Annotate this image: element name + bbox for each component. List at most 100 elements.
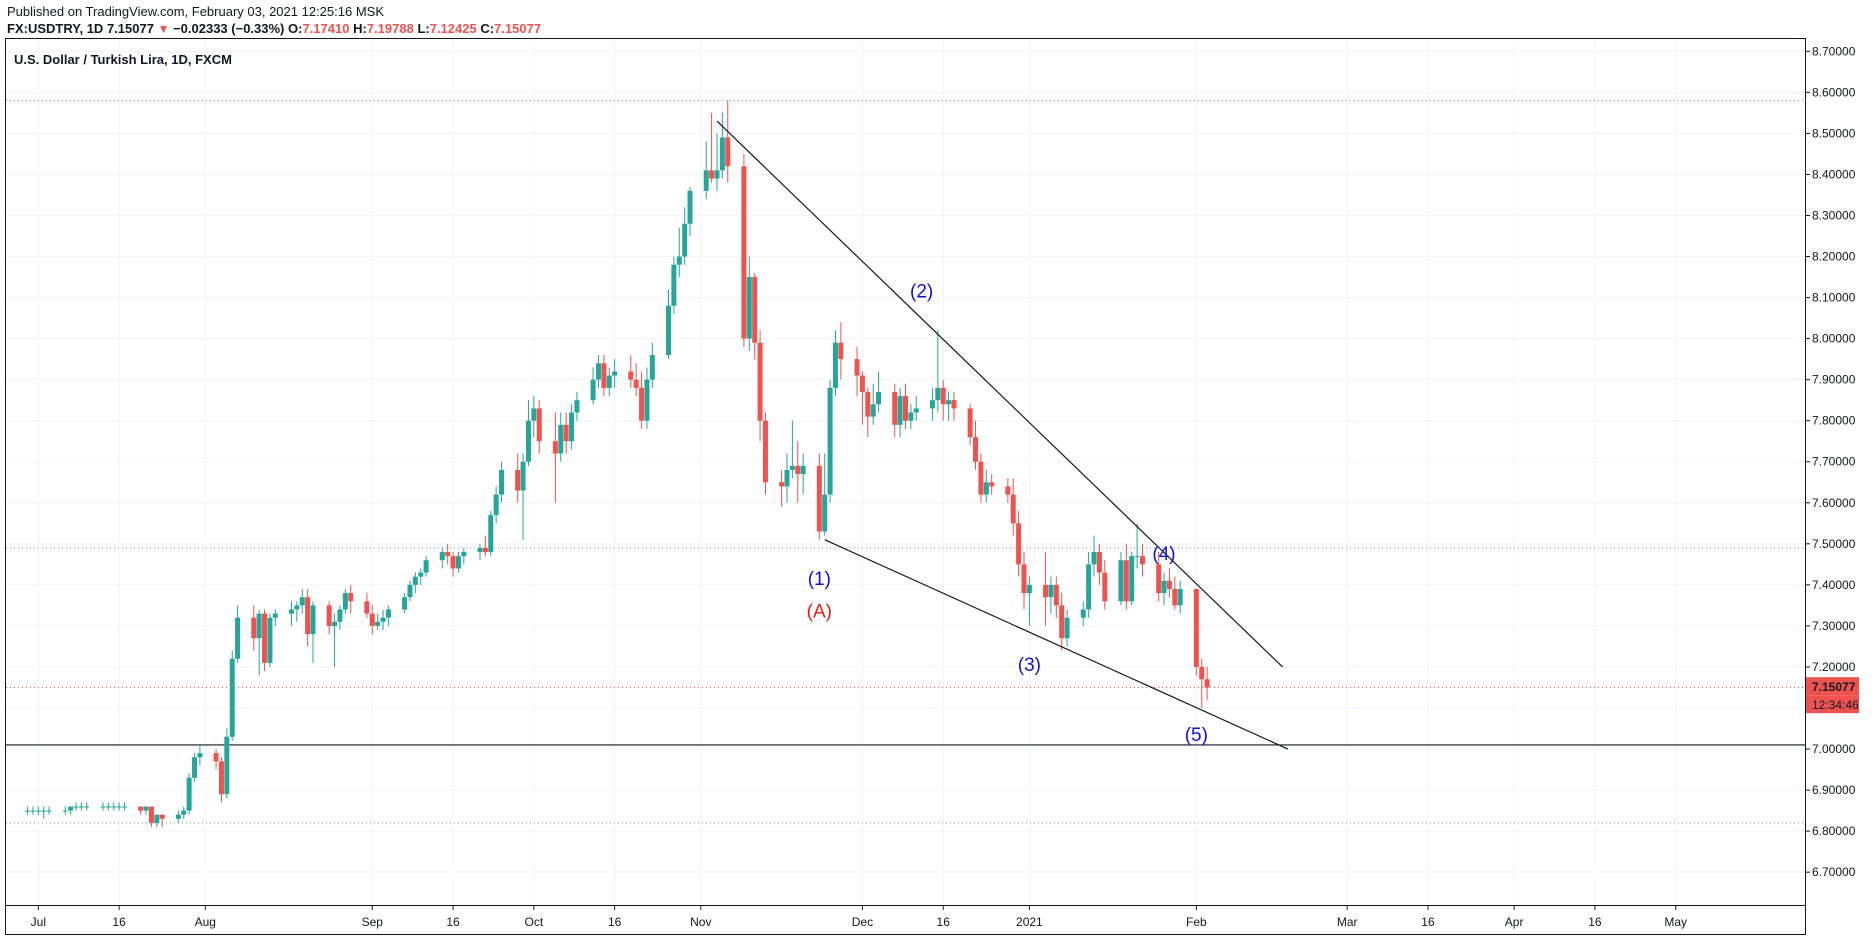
high-value: 7.19788 [366,21,414,36]
y-tick-label: 8.20000 [1812,250,1856,264]
candle-body [682,223,688,257]
candle-body [671,264,677,306]
wave-label: (3) [1018,655,1041,676]
published-info: Published on TradingView.com, February 0… [7,4,384,19]
low-value: 7.12425 [429,21,477,36]
candle-body [1021,564,1027,594]
candle-body [1010,494,1016,524]
candle-body [229,658,235,737]
x-tick-label: 16 [1421,915,1435,929]
candle-body [1166,580,1172,589]
wave-label: (A) [807,602,832,623]
candle-body [1005,486,1011,495]
price-tag [1806,677,1859,696]
candle-body [757,342,763,421]
candle-body [676,256,682,265]
candle-body [499,469,505,495]
candle-body [412,576,418,585]
candle-body [762,420,768,483]
x-tick-label: Oct [525,915,544,929]
candle-body [973,437,979,462]
candle-body [407,584,413,598]
candle-body [574,400,580,413]
candle-body [385,609,391,618]
candle-body [213,753,219,762]
candle-body [822,494,828,532]
y-tick-label: 7.80000 [1812,414,1856,428]
trendline [716,120,1283,668]
candle-body [644,379,650,421]
x-tick-label: 16 [937,915,951,929]
chart-pane[interactable] [5,38,1806,935]
candle-body [175,814,181,819]
candle-body [612,371,618,376]
candle-body [779,482,785,487]
candle-body [687,190,693,224]
candle-body [272,613,278,618]
candle-body [525,420,531,462]
candle-body [639,387,645,421]
candle-body [488,515,494,553]
wave-label: (4) [1152,544,1175,565]
candle-body [784,469,790,487]
candle-body [989,482,995,487]
candle-body [84,806,90,808]
candle-body [590,379,596,401]
candle-body [218,761,224,795]
candle-body [332,621,338,626]
candle-body [666,305,672,356]
candle-body [983,482,989,495]
candle-body [929,400,935,409]
candle-body [262,613,268,663]
candle-body [30,810,36,812]
candle-body [741,166,747,339]
candle-body [41,810,47,812]
candle-body [709,170,715,179]
candle-body [520,461,526,491]
candle-body [1102,572,1108,602]
x-tick-label: Feb [1186,915,1207,929]
candle-body [1026,584,1032,594]
candle-body [569,412,575,442]
x-tick-label: 16 [1588,915,1602,929]
candle-body [154,814,160,823]
candle-body [305,597,311,635]
candle-body [235,617,241,659]
candle-body [595,363,601,380]
candle-body [62,810,68,812]
candle-body [854,359,860,376]
candle-body [1129,556,1135,602]
candle-body [418,572,424,577]
candle-body [1091,552,1097,565]
grid [6,39,1805,905]
candle-body [865,391,871,417]
x-tick-label: 2021 [1016,915,1043,929]
candle-body [1059,605,1065,639]
y-tick-label: 7.20000 [1812,660,1856,674]
candle-body [563,424,569,442]
candle-body [46,810,52,812]
candle-body [628,371,634,380]
candle-body [1199,666,1205,680]
candle-body [903,396,908,421]
y-tick-label: 7.60000 [1812,496,1856,510]
price-axis[interactable]: 8.70000 8.60000 8.50000 8.40000 8.30000 8.200… [1805,44,1859,879]
time-axis[interactable]: Jul 16 Aug Sep 16 Oct 16 Nov Dec 16 2021 Feb Mar 16 Ap… [31,905,1687,929]
x-tick-label: 16 [446,915,460,929]
candle-body [1139,556,1145,565]
candle-body [649,355,655,380]
candle-body [719,137,725,171]
candle-body [68,806,74,811]
candle-body [159,814,165,819]
last-price: 7.15077 [106,21,154,36]
price-change: −0.02333 (−0.33%) [173,21,285,36]
candle-body [348,593,354,602]
candle-body [1177,588,1183,606]
candle-body [1048,584,1054,598]
levels [6,100,1805,824]
open-value: 7.17410 [302,21,350,36]
candle-body [940,387,946,405]
candle-body [1016,523,1022,565]
down-arrow-icon: ▼ [157,22,170,36]
